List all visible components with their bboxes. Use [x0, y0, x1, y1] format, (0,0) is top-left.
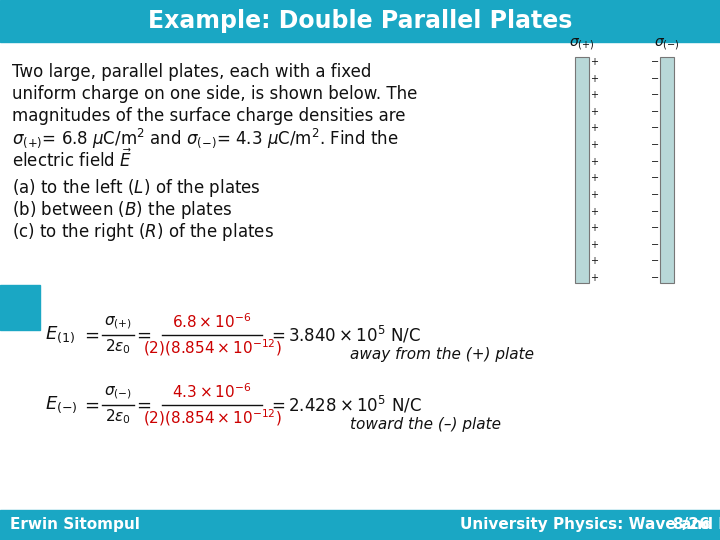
Text: $2\varepsilon_0$: $2\varepsilon_0$: [105, 408, 131, 427]
Text: +: +: [590, 90, 598, 100]
Text: $(2)(8.854\times10^{-12})$: $(2)(8.854\times10^{-12})$: [143, 338, 282, 359]
Text: 8/26: 8/26: [672, 517, 710, 532]
Bar: [0, 42, 720, 510]
Text: $\sigma_{(+)}$: $\sigma_{(+)}$: [104, 315, 132, 332]
Text: −: −: [651, 256, 659, 266]
Text: +: +: [590, 157, 598, 167]
Text: +: +: [590, 73, 598, 84]
Bar: [0, 0, 720, 42]
Text: +: +: [590, 273, 598, 283]
Text: +: +: [590, 124, 598, 133]
Text: −: −: [651, 223, 659, 233]
Text: Example: Double Parallel Plates: Example: Double Parallel Plates: [148, 9, 572, 33]
Text: +: +: [590, 223, 598, 233]
Text: $2\varepsilon_0$: $2\varepsilon_0$: [105, 338, 131, 356]
Text: −: −: [651, 240, 659, 250]
Text: −: −: [651, 124, 659, 133]
Text: +: +: [590, 107, 598, 117]
Text: −: −: [651, 273, 659, 283]
Text: $=$: $=$: [81, 396, 99, 414]
Text: +: +: [590, 140, 598, 150]
Text: −: −: [651, 140, 659, 150]
Text: $\sigma_{(-)}$: $\sigma_{(-)}$: [104, 384, 132, 401]
Text: −: −: [651, 90, 659, 100]
Text: Two large, parallel plates, each with a fixed: Two large, parallel plates, each with a …: [12, 63, 372, 81]
Text: University Physics: Wave and Electricity: University Physics: Wave and Electricity: [460, 517, 720, 532]
Bar: [0, 285, 40, 330]
Text: uniform charge on one side, is shown below. The: uniform charge on one side, is shown bel…: [12, 85, 418, 103]
Text: away from the (+) plate: away from the (+) plate: [350, 348, 534, 362]
Text: −: −: [651, 206, 659, 217]
Text: +: +: [590, 190, 598, 200]
Bar: [660, 57, 674, 283]
Text: $E_{(1)}$: $E_{(1)}$: [45, 325, 75, 345]
Text: $E_{(-)}$: $E_{(-)}$: [45, 395, 78, 415]
Text: $=$: $=$: [81, 326, 99, 344]
Text: (a) to the left ($L$) of the plates: (a) to the left ($L$) of the plates: [12, 177, 261, 199]
Text: (b) between ($B$) the plates: (b) between ($B$) the plates: [12, 199, 232, 221]
Text: $\sigma_{(+)}$= 6.8 $\mu$C/m$^2$ and $\sigma_{(-)}$= 4.3 $\mu$C/m$^2$. Find the: $\sigma_{(+)}$= 6.8 $\mu$C/m$^2$ and $\s…: [12, 126, 399, 150]
Bar: [575, 57, 589, 283]
Text: +: +: [590, 240, 598, 250]
Text: $= 3.840\times10^5\ \mathrm{N/C}$: $= 3.840\times10^5\ \mathrm{N/C}$: [268, 325, 421, 346]
Text: $6.8\times10^{-6}$: $6.8\times10^{-6}$: [172, 313, 251, 332]
Text: $4.3\times10^{-6}$: $4.3\times10^{-6}$: [172, 383, 252, 401]
Text: −: −: [651, 73, 659, 84]
Text: $\sigma_{(+)}$: $\sigma_{(+)}$: [570, 36, 595, 52]
Bar: [0, 510, 720, 540]
Text: magnitudes of the surface charge densities are: magnitudes of the surface charge densiti…: [12, 107, 405, 125]
Text: +: +: [590, 57, 598, 67]
Text: −: −: [651, 57, 659, 67]
Text: toward the (–) plate: toward the (–) plate: [350, 417, 501, 433]
Text: −: −: [651, 107, 659, 117]
Text: $(2)(8.854\times10^{-12})$: $(2)(8.854\times10^{-12})$: [143, 408, 282, 428]
Text: +: +: [590, 173, 598, 183]
Text: −: −: [651, 190, 659, 200]
Text: Erwin Sitompul: Erwin Sitompul: [10, 517, 140, 532]
Text: $=$: $=$: [132, 326, 151, 344]
Text: $= 2.428\times10^5\ \mathrm{N/C}$: $= 2.428\times10^5\ \mathrm{N/C}$: [268, 394, 422, 416]
Text: (c) to the right ($R$) of the plates: (c) to the right ($R$) of the plates: [12, 221, 274, 243]
Text: −: −: [651, 157, 659, 167]
Text: $\sigma_{(-)}$: $\sigma_{(-)}$: [654, 36, 680, 52]
Text: −: −: [651, 173, 659, 183]
Text: +: +: [590, 256, 598, 266]
Text: +: +: [590, 206, 598, 217]
Text: electric field $\vec{E}$: electric field $\vec{E}$: [12, 148, 132, 171]
Text: $=$: $=$: [132, 396, 151, 414]
